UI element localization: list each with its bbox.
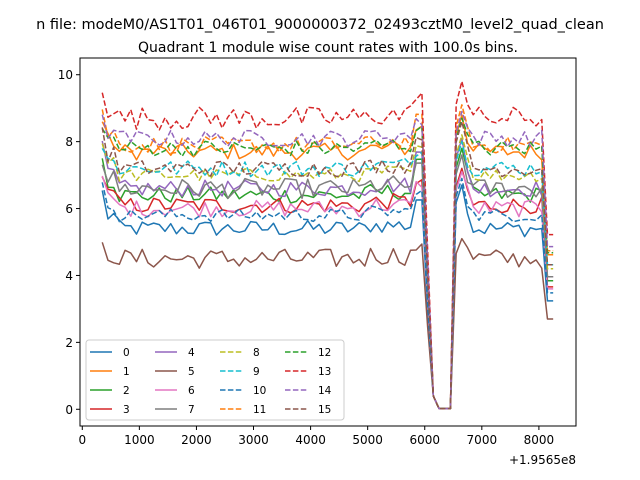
y-tick-label: 0 <box>65 403 73 417</box>
series-line-8 <box>101 134 554 410</box>
legend-label-7: 7 <box>188 404 195 416</box>
x-tick-label: 3000 <box>238 433 269 447</box>
legend-label-1: 1 <box>123 366 130 378</box>
y-axis: 0 2 4 6 8 10 <box>58 68 80 417</box>
figure-suptitle: n file: modeM0/AS1T01_046T01_9000000372_… <box>36 17 604 33</box>
legend-label-11: 11 <box>253 404 266 416</box>
x-tick-label: 4000 <box>295 433 326 447</box>
legend-label-0: 0 <box>123 347 130 359</box>
series-line-6 <box>101 171 554 410</box>
x-offset-label: +1.9565e8 <box>509 453 576 467</box>
x-tick-label: 0 <box>78 433 86 447</box>
axes-frame <box>79 57 577 427</box>
y-tick-label: 4 <box>65 269 73 283</box>
y-tick-label: 6 <box>65 202 73 216</box>
legend-label-9: 9 <box>253 366 260 378</box>
legend-label-4: 4 <box>188 347 195 359</box>
legend-label-13: 13 <box>318 366 331 378</box>
series-line-5 <box>101 237 554 410</box>
series-line-3 <box>101 167 554 410</box>
series-line-7 <box>101 154 554 410</box>
y-tick-label: 10 <box>58 68 73 82</box>
series-line-13 <box>101 80 554 410</box>
legend-label-5: 5 <box>188 366 195 378</box>
legend-label-15: 15 <box>318 404 331 416</box>
series-layer <box>101 80 554 410</box>
legend-label-8: 8 <box>253 347 260 359</box>
series-line-12 <box>101 117 554 410</box>
y-tick-label: 2 <box>65 336 73 350</box>
x-tick-label: 5000 <box>352 433 383 447</box>
series-line-9 <box>101 140 554 410</box>
legend-label-12: 12 <box>318 347 331 359</box>
legend-box <box>85 339 345 421</box>
x-tick-label: 2000 <box>181 433 212 447</box>
series-line-0 <box>101 184 554 410</box>
legend-label-3: 3 <box>123 404 130 416</box>
x-tick-label: 8000 <box>524 433 555 447</box>
x-axis: 0 1000 2000 3000 4000 5000 6000 7000 8000 <box>78 426 554 447</box>
x-tick-label: 6000 <box>409 433 440 447</box>
series-line-15 <box>101 120 554 410</box>
y-tick-label: 8 <box>65 135 73 149</box>
x-tick-label: 1000 <box>124 433 155 447</box>
legend-label-10: 10 <box>253 385 266 397</box>
chart-title: Quadrant 1 module wise count rates with … <box>138 40 518 56</box>
legend-label-2: 2 <box>123 385 130 397</box>
legend-label-6: 6 <box>188 385 195 397</box>
series-line-11 <box>101 104 554 410</box>
legend-label-14: 14 <box>318 385 332 397</box>
series-line-14 <box>101 110 554 410</box>
x-tick-label: 7000 <box>467 433 498 447</box>
series-line-10 <box>101 177 554 410</box>
plot-area <box>79 57 577 427</box>
